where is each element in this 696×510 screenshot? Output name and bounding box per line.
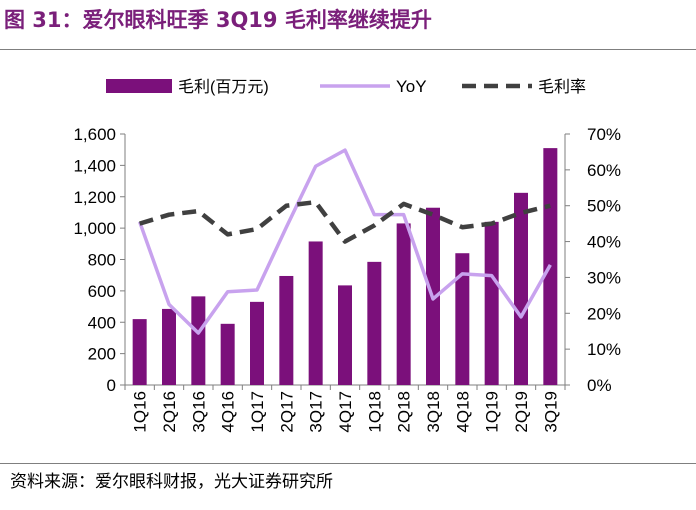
x-tick-label: 1Q16	[131, 391, 150, 433]
left-tick-label: 0	[107, 376, 116, 395]
figure-title: 图 31：爱尔眼科旺季 3Q19 毛利率继续提升	[4, 8, 432, 32]
right-tick-label: 0%	[587, 376, 612, 395]
source-divider	[0, 463, 696, 464]
right-tick-label: 20%	[587, 304, 621, 323]
left-tick-label: 800	[88, 251, 116, 270]
x-tick-label: 1Q18	[365, 391, 384, 433]
x-tick-label: 2Q17	[277, 391, 296, 433]
left-tick-label: 1,600	[73, 125, 116, 144]
x-tick-label: 3Q19	[541, 391, 560, 433]
left-tick-label: 1,400	[73, 156, 116, 175]
left-tick-label: 400	[88, 313, 116, 332]
legend-label-yoy: YoY	[396, 77, 427, 96]
bar	[484, 221, 499, 385]
x-tick-label: 4Q16	[219, 391, 238, 433]
gross-profit-chart: 毛利(百万元) YoY 毛利率 0 200 400 600 800 1,000 1,200 1,4…	[73, 77, 621, 433]
legend-label-gross-margin: 毛利率	[538, 78, 586, 96]
source-note: 资料来源：爱尔眼科财报，光大证券研究所	[10, 472, 333, 492]
bar	[308, 241, 323, 385]
bar	[279, 275, 294, 385]
bar	[514, 192, 528, 385]
x-tick-label: 2Q18	[395, 391, 414, 433]
left-tick-label: 1,000	[73, 219, 116, 238]
right-tick-label: 60%	[587, 161, 621, 180]
right-tick-label: 70%	[587, 125, 621, 144]
x-tick-label: 2Q19	[512, 391, 531, 433]
line-series	[138, 148, 552, 335]
bar	[191, 296, 206, 385]
x-tick-label: 4Q18	[453, 391, 472, 433]
x-tick-label: 2Q16	[160, 391, 179, 433]
x-tick-label: 3Q18	[424, 391, 443, 433]
x-axis-labels: 1Q16 2Q16 3Q16 4Q16 1Q17 2Q17 3Q17 4Q17 1Q18 2Q18…	[131, 391, 561, 433]
bar	[338, 285, 352, 385]
right-tick-label: 40%	[587, 233, 621, 252]
right-tick-label: 50%	[587, 197, 621, 216]
bar	[162, 308, 176, 385]
bar	[455, 253, 470, 385]
x-tick-label: 4Q17	[336, 391, 355, 433]
x-tick-label: 1Q19	[483, 391, 502, 433]
legend-label-gross-profit: 毛利(百万元)	[178, 78, 269, 96]
right-tick-label: 30%	[587, 268, 621, 287]
left-tick-label: 600	[88, 282, 116, 301]
legend-swatch-gross-profit	[106, 79, 172, 93]
right-tick-label: 10%	[587, 340, 621, 359]
x-tick-label: 3Q16	[189, 391, 208, 433]
left-tick-label: 1,200	[73, 188, 116, 207]
chart-legend: 毛利(百万元) YoY 毛利率	[106, 77, 586, 96]
bar-series	[132, 148, 558, 385]
x-tick-label: 3Q17	[307, 391, 326, 433]
yoy-line	[138, 148, 552, 335]
x-tick-label: 1Q17	[248, 391, 267, 433]
bar	[367, 261, 382, 385]
chart-axes: 0 200 400 600 800 1,000 1,200 1,400 1,600 0% 10% 20…	[73, 125, 621, 395]
bar	[396, 223, 411, 385]
bar	[220, 323, 235, 385]
left-tick-label: 200	[88, 345, 116, 364]
title-divider	[0, 49, 696, 50]
bar	[250, 301, 264, 385]
bar	[132, 319, 147, 385]
gross-margin-line	[139, 199, 551, 244]
